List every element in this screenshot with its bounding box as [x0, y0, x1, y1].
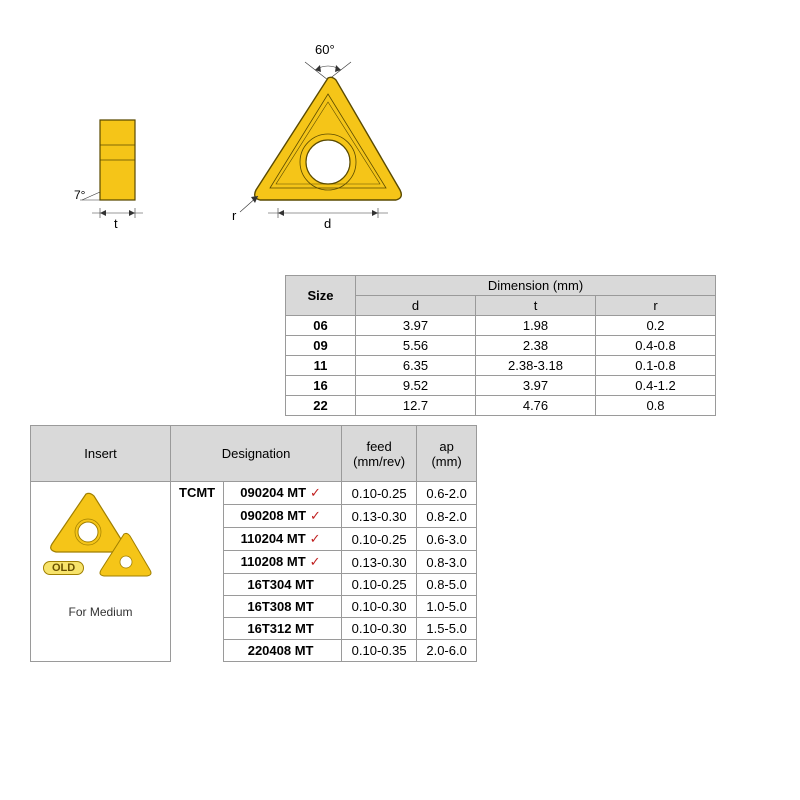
r-cell: 0.8	[596, 396, 716, 416]
side-view-diagram: 7° t	[70, 100, 180, 240]
ap-cell: 0.8-3.0	[417, 551, 477, 574]
check-icon: ✓	[310, 485, 321, 500]
size-cell: 22	[286, 396, 356, 416]
for-medium-label: For Medium	[35, 605, 166, 619]
size-cell: 09	[286, 336, 356, 356]
svg-text:60°: 60°	[315, 42, 335, 57]
ap-cell: 0.6-3.0	[417, 528, 477, 551]
size-cell: 16	[286, 376, 356, 396]
dim-header-size: Size	[286, 276, 356, 316]
insert-image-cell: OLD For Medium	[31, 482, 171, 662]
feed-cell: 0.13-0.30	[342, 505, 417, 528]
check-icon: ✓	[310, 508, 321, 523]
svg-text:7°: 7°	[74, 188, 86, 202]
d-cell: 3.97	[356, 316, 476, 336]
feed-cell: 0.10-0.25	[342, 574, 417, 596]
insert-header-designation: Designation	[171, 426, 342, 482]
feed-cell: 0.13-0.30	[342, 551, 417, 574]
t-cell: 3.97	[476, 376, 596, 396]
insert-header-insert: Insert	[31, 426, 171, 482]
insert-table: Insert Designation feed(mm/rev) ap(mm) O…	[30, 425, 477, 662]
size-cell: 06	[286, 316, 356, 336]
r-cell: 0.4-0.8	[596, 336, 716, 356]
table-row: 2212.74.760.8	[286, 396, 716, 416]
designation-cell: 16T308 MT	[224, 596, 342, 618]
table-row: 169.523.970.4-1.2	[286, 376, 716, 396]
insert-header-ap: ap(mm)	[417, 426, 477, 482]
feed-cell: 0.10-0.30	[342, 596, 417, 618]
table-row: 095.562.380.4-0.8	[286, 336, 716, 356]
feed-cell: 0.10-0.30	[342, 618, 417, 640]
designation-cell: 220408 MT	[224, 640, 342, 662]
insert-header-feed: feed(mm/rev)	[342, 426, 417, 482]
feed-cell: 0.10-0.25	[342, 528, 417, 551]
dim-subheader-r: r	[596, 296, 716, 316]
dim-header-dimension: Dimension (mm)	[356, 276, 716, 296]
r-cell: 0.1-0.8	[596, 356, 716, 376]
table-row: 063.971.980.2	[286, 316, 716, 336]
ap-cell: 0.6-2.0	[417, 482, 477, 505]
designation-cell: 16T312 MT	[224, 618, 342, 640]
designation-cell: 090204 MT✓	[224, 482, 342, 505]
d-cell: 6.35	[356, 356, 476, 376]
old-badge: OLD	[43, 561, 84, 575]
svg-text:d: d	[324, 216, 331, 231]
designation-cell: 090208 MT✓	[224, 505, 342, 528]
ap-cell: 0.8-5.0	[417, 574, 477, 596]
table-row: OLDFor MediumTCMT090204 MT✓0.10-0.250.6-…	[31, 482, 477, 505]
dim-subheader-d: d	[356, 296, 476, 316]
d-cell: 5.56	[356, 336, 476, 356]
designation-cell: 110204 MT✓	[224, 528, 342, 551]
feed-cell: 0.10-0.35	[342, 640, 417, 662]
svg-text:t: t	[114, 216, 118, 231]
feed-cell: 0.10-0.25	[342, 482, 417, 505]
designation-cell: 16T304 MT	[224, 574, 342, 596]
ap-cell: 1.5-5.0	[417, 618, 477, 640]
d-cell: 9.52	[356, 376, 476, 396]
r-cell: 0.4-1.2	[596, 376, 716, 396]
ap-cell: 2.0-6.0	[417, 640, 477, 662]
d-cell: 12.7	[356, 396, 476, 416]
top-view-diagram: 60° r d	[220, 40, 440, 260]
r-cell: 0.2	[596, 316, 716, 336]
t-cell: 1.98	[476, 316, 596, 336]
tcmt-label: TCMT	[171, 482, 224, 662]
designation-cell: 110208 MT✓	[224, 551, 342, 574]
svg-text:r: r	[232, 208, 237, 223]
dim-subheader-t: t	[476, 296, 596, 316]
check-icon: ✓	[310, 554, 321, 569]
ap-cell: 1.0-5.0	[417, 596, 477, 618]
size-cell: 11	[286, 356, 356, 376]
dimension-table: Size Dimension (mm) d t r 063.971.980.20…	[285, 275, 716, 416]
table-row: 116.352.38-3.180.1-0.8	[286, 356, 716, 376]
ap-cell: 0.8-2.0	[417, 505, 477, 528]
t-cell: 2.38	[476, 336, 596, 356]
t-cell: 2.38-3.18	[476, 356, 596, 376]
diagram-area: 7° t 60° r d	[70, 40, 410, 260]
check-icon: ✓	[310, 531, 321, 546]
t-cell: 4.76	[476, 396, 596, 416]
